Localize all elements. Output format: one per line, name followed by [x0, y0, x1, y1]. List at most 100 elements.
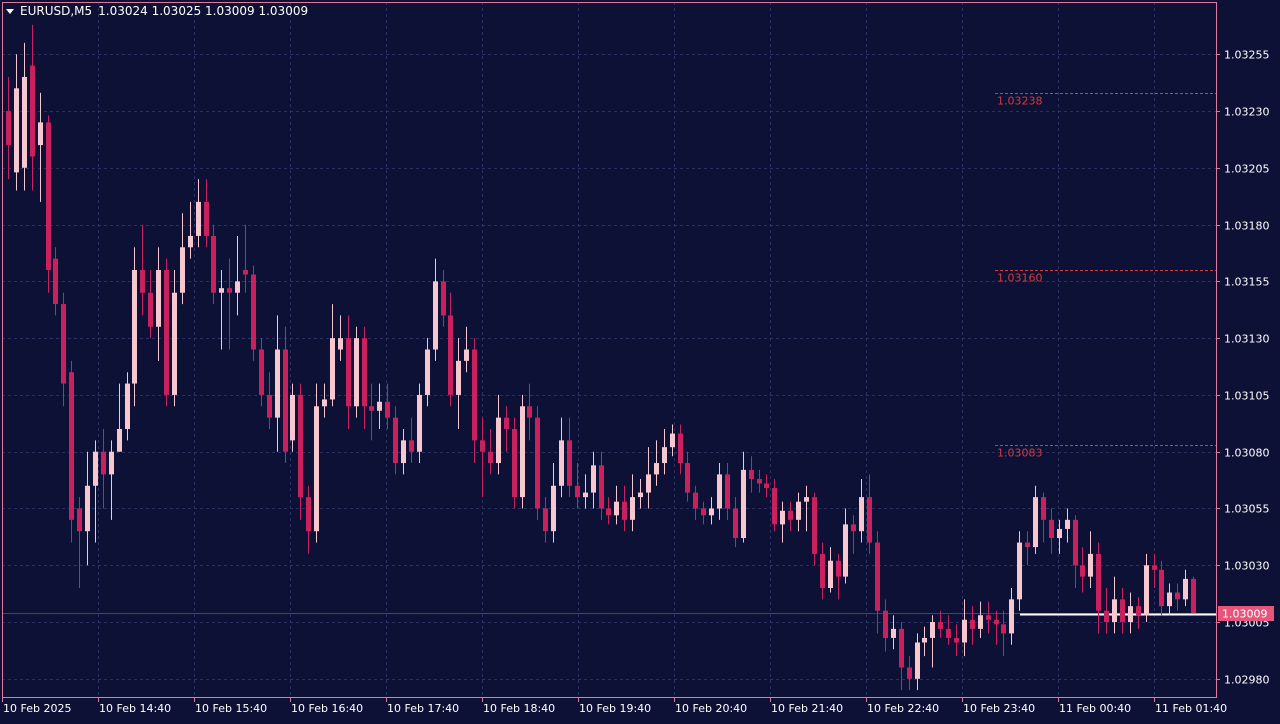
- dropdown-arrow-icon[interactable]: [6, 9, 14, 14]
- candle-body: [441, 281, 446, 316]
- x-tick-label: 10 Feb 18:40: [483, 702, 555, 715]
- candle-body: [1041, 497, 1046, 520]
- candle-body: [599, 465, 604, 509]
- price-level-label: 1.03083: [997, 447, 1043, 460]
- candle-body: [820, 553, 825, 588]
- candle-body: [899, 628, 904, 668]
- candle-body: [243, 270, 248, 275]
- candle-body: [1096, 553, 1101, 611]
- candle-body: [527, 406, 532, 418]
- price-level-label: 1.03238: [997, 95, 1043, 108]
- candle-body: [749, 469, 754, 479]
- candle-body: [812, 497, 817, 554]
- y-tick-label: 1.03030: [1224, 560, 1270, 573]
- candle-body: [804, 497, 809, 502]
- candle-body: [401, 440, 406, 464]
- candle-body: [480, 440, 485, 452]
- candle-body: [986, 615, 991, 620]
- candle-body: [1088, 553, 1093, 577]
- y-tick-label: 1.02980: [1224, 674, 1270, 687]
- candle-body: [275, 349, 280, 418]
- symbol-label: EURUSD,M5: [20, 4, 93, 18]
- candle-body: [369, 406, 374, 411]
- candle-body: [1120, 599, 1125, 623]
- candle-body: [330, 338, 335, 400]
- candle-body: [678, 433, 683, 464]
- candle-body: [1065, 519, 1070, 529]
- symbol-header[interactable]: EURUSD,M5 1.03024 1.03025 1.03009 1.0300…: [6, 4, 308, 18]
- candle-body: [946, 628, 951, 638]
- candle-body: [156, 270, 161, 327]
- y-tick-label: 1.03130: [1224, 333, 1270, 346]
- candle-body: [970, 619, 975, 629]
- time-axis[interactable]: 10 Feb 2025 10 Feb 14:40 10 Feb 15:40 10 Fe…: [2, 697, 1228, 715]
- candle-body: [836, 560, 841, 577]
- candle-body: [978, 615, 983, 629]
- candle-body: [922, 637, 927, 643]
- candle-body: [448, 315, 453, 395]
- x-tick-label: 10 Feb 16:40: [291, 702, 363, 715]
- candle-body: [196, 201, 201, 236]
- candle-body: [306, 497, 311, 532]
- x-tick-label: 10 Feb 17:40: [387, 702, 459, 715]
- y-tick-label: 1.03155: [1224, 276, 1270, 289]
- candle-body: [259, 349, 264, 395]
- current-price-tag-bg: [1218, 606, 1274, 621]
- chart-frame: [2, 2, 1217, 698]
- candle-body: [1159, 569, 1164, 607]
- candle-body: [393, 417, 398, 464]
- candle-body: [235, 281, 240, 293]
- candle-body: [77, 508, 82, 532]
- candle-body: [851, 524, 856, 532]
- candle-body: [409, 440, 414, 452]
- y-tick-label: 1.03230: [1224, 106, 1270, 119]
- y-tick-label: 1.03080: [1224, 447, 1270, 460]
- candle-body: [132, 270, 137, 384]
- candle-body: [1057, 528, 1062, 539]
- candle-body: [654, 463, 659, 475]
- candle-body: [843, 524, 848, 577]
- candle-body: [583, 492, 588, 498]
- x-tick-label: 10 Feb 23:40: [963, 702, 1035, 715]
- candle-body: [338, 338, 343, 350]
- y-tick-label: 1.03255: [1224, 49, 1270, 62]
- candle-body: [828, 560, 833, 588]
- candle-body: [425, 349, 430, 395]
- candle-body: [283, 349, 288, 452]
- candle-body: [1144, 565, 1149, 616]
- candle-body: [472, 349, 477, 441]
- candle-body: [314, 406, 319, 532]
- candle-body: [733, 508, 738, 539]
- x-tick-label: 11 Feb 00:40: [1059, 702, 1131, 715]
- candle-body: [859, 497, 864, 532]
- price-axis[interactable]: 1.03255 1.03230 1.03205 1.03180 1.03155 1.031…: [1216, 49, 1270, 687]
- candle-body: [188, 235, 193, 248]
- candles: [6, 24, 1196, 691]
- candle-body: [53, 258, 58, 305]
- candle-body: [1033, 497, 1038, 548]
- candle-body: [433, 281, 438, 350]
- candle-body: [741, 469, 746, 539]
- candle-body: [1128, 606, 1133, 623]
- candle-body: [1104, 610, 1109, 623]
- candle-body: [1175, 592, 1180, 600]
- candle-body: [1049, 519, 1054, 539]
- candle-body: [907, 667, 912, 679]
- candle-body: [630, 497, 635, 520]
- candle-body: [622, 501, 627, 520]
- candle-body: [377, 401, 382, 411]
- candle-body: [788, 510, 793, 520]
- candle-body: [709, 508, 714, 516]
- candle-body: [464, 349, 469, 361]
- price-level-label: 1.03160: [997, 272, 1043, 285]
- candle-body: [512, 428, 517, 498]
- candle-body: [693, 492, 698, 509]
- candle-body: [725, 474, 730, 509]
- candle-body: [227, 288, 232, 293]
- current-price-tag: 1.03009: [1218, 606, 1274, 621]
- candle-body: [1080, 565, 1085, 577]
- x-tick-label: 10 Feb 19:40: [579, 702, 651, 715]
- candle-body: [891, 628, 896, 638]
